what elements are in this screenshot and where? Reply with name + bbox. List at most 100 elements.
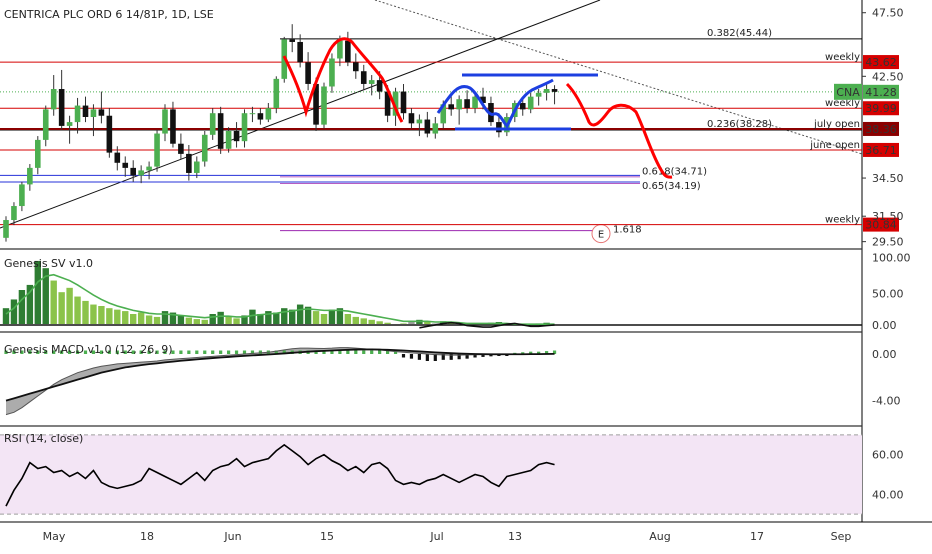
candle-body-60 bbox=[480, 96, 486, 104]
fib-label-1: 0.236(38.28) bbox=[707, 119, 772, 130]
macd-hist-bar-65 bbox=[521, 352, 525, 355]
sv-tick-label-2: 0.00 bbox=[872, 319, 897, 332]
level-tag-bg-0 bbox=[863, 55, 899, 70]
time-label-4: Jul bbox=[429, 530, 443, 543]
macd-hist-bar-11 bbox=[91, 350, 96, 354]
macd-hist-bar-14 bbox=[115, 350, 119, 354]
macd-hist-bar-20 bbox=[163, 350, 167, 354]
sv-bar-10 bbox=[82, 300, 89, 324]
fib-extension-label: 1.618 bbox=[613, 225, 642, 236]
sv-bar-9 bbox=[74, 296, 81, 324]
price-tick-label-1: 42.50 bbox=[872, 70, 904, 83]
macd-hist-bar-18 bbox=[147, 350, 151, 354]
macd-hist-bar-59 bbox=[473, 354, 477, 358]
candle-body-18 bbox=[146, 166, 152, 171]
sv-bar-30 bbox=[241, 315, 248, 324]
macd-hist-bar-61 bbox=[489, 354, 493, 357]
pattern-curve bbox=[436, 78, 554, 129]
sv-bar-1 bbox=[10, 299, 18, 324]
macd-hist-bar-26 bbox=[211, 350, 215, 354]
time-label-2: Jun bbox=[223, 530, 241, 543]
candle-body-27 bbox=[217, 113, 224, 149]
macd-hist-bar-35 bbox=[282, 350, 286, 354]
macd-hist-bar-50 bbox=[401, 354, 406, 358]
macd-hist-bar-31 bbox=[250, 350, 255, 354]
macd-hist-bar-48 bbox=[386, 350, 390, 354]
macd-hist-bar-34 bbox=[274, 350, 278, 354]
macd-hist-bar-66 bbox=[529, 351, 533, 354]
macd-hist-bar-32 bbox=[258, 350, 262, 354]
candle-body-50 bbox=[400, 91, 407, 114]
candle-body-44 bbox=[353, 62, 359, 72]
macd-hist-bar-57 bbox=[457, 354, 461, 360]
sv-bar-48 bbox=[384, 322, 391, 324]
candle-body-34 bbox=[273, 78, 280, 109]
macd-title: Genesis MACD v1.0 (12, 26, 9) bbox=[4, 343, 173, 356]
time-label-8: Sep bbox=[831, 530, 852, 543]
sv-bar-34 bbox=[273, 312, 280, 324]
candle-body-32 bbox=[257, 113, 264, 120]
price-tick-label-3: 31.50 bbox=[872, 210, 904, 223]
level-label-2: july open bbox=[813, 119, 860, 130]
candle-body-24 bbox=[194, 161, 200, 173]
macd-hist-bar-6 bbox=[52, 350, 56, 354]
candle-body-21 bbox=[170, 109, 176, 144]
macd-hist-bar-5 bbox=[44, 350, 48, 354]
sv-tick-label-0: 100.00 bbox=[872, 251, 911, 264]
sv-bar-39 bbox=[312, 311, 320, 324]
macd-hist-bar-69 bbox=[552, 350, 557, 354]
macd-hist-bar-52 bbox=[417, 354, 421, 360]
macd-hist-bar-68 bbox=[545, 351, 549, 354]
candle-body-26 bbox=[209, 113, 216, 135]
macd-hist-bar-29 bbox=[234, 350, 239, 354]
macd-hist-bar-54 bbox=[433, 354, 437, 361]
candle-body-41 bbox=[329, 58, 335, 87]
sv-bar-45 bbox=[360, 318, 367, 324]
candle-body-42 bbox=[337, 40, 343, 59]
level-tag-text-2: 38.36 bbox=[865, 123, 897, 136]
macd-hist-bar-15 bbox=[123, 350, 127, 354]
sv-bar-42 bbox=[336, 308, 344, 324]
macd-hist-bar-3 bbox=[28, 350, 32, 354]
candle-body-51 bbox=[408, 113, 415, 124]
candle-body-37 bbox=[297, 41, 303, 63]
sv-bar-25 bbox=[201, 319, 208, 324]
macd-hist-bar-45 bbox=[362, 350, 366, 354]
sv-title: Genesis SV v1.0 bbox=[4, 257, 93, 270]
macd-hist-bar-42 bbox=[338, 350, 342, 354]
macd-hist-bar-60 bbox=[481, 354, 485, 357]
level-tag-bg-4 bbox=[863, 217, 899, 232]
macd-hist-bar-1 bbox=[12, 350, 16, 354]
sv-bar-4 bbox=[34, 260, 41, 324]
sv-bar-28 bbox=[225, 316, 232, 324]
candle-body-23 bbox=[186, 153, 192, 173]
candle-body-17 bbox=[138, 170, 144, 176]
candle-body-48 bbox=[384, 91, 391, 116]
macd-hist-bar-0 bbox=[4, 350, 8, 354]
sv-bar-43 bbox=[344, 314, 352, 324]
sv-bar-2 bbox=[18, 290, 26, 324]
macd-hist-bar-49 bbox=[393, 350, 398, 354]
sv-bar-50 bbox=[400, 323, 407, 324]
rsi-tick-label-1: 40.00 bbox=[872, 488, 904, 501]
sv-bar-22 bbox=[177, 315, 185, 324]
sv-bar-21 bbox=[169, 312, 177, 324]
macd-line bbox=[5, 347, 555, 416]
candle-body-33 bbox=[265, 108, 272, 120]
candle-body-8 bbox=[66, 122, 73, 126]
sv-bar-68 bbox=[543, 322, 550, 324]
candle-body-14 bbox=[114, 152, 121, 163]
fib-blue-label-0: 0.618(34.71) bbox=[642, 166, 707, 177]
candle-body-56 bbox=[448, 104, 454, 110]
sv-tick-label-1: 50.00 bbox=[872, 288, 904, 301]
candle-body-28 bbox=[225, 130, 232, 149]
macd-hist-bar-44 bbox=[354, 350, 358, 354]
candle-body-1 bbox=[11, 206, 17, 221]
time-label-6: Aug bbox=[649, 530, 670, 543]
candle-body-43 bbox=[345, 40, 351, 63]
sv-bar-15 bbox=[122, 311, 129, 324]
candle-body-46 bbox=[368, 80, 375, 84]
macd-hist-bar-46 bbox=[370, 350, 374, 354]
